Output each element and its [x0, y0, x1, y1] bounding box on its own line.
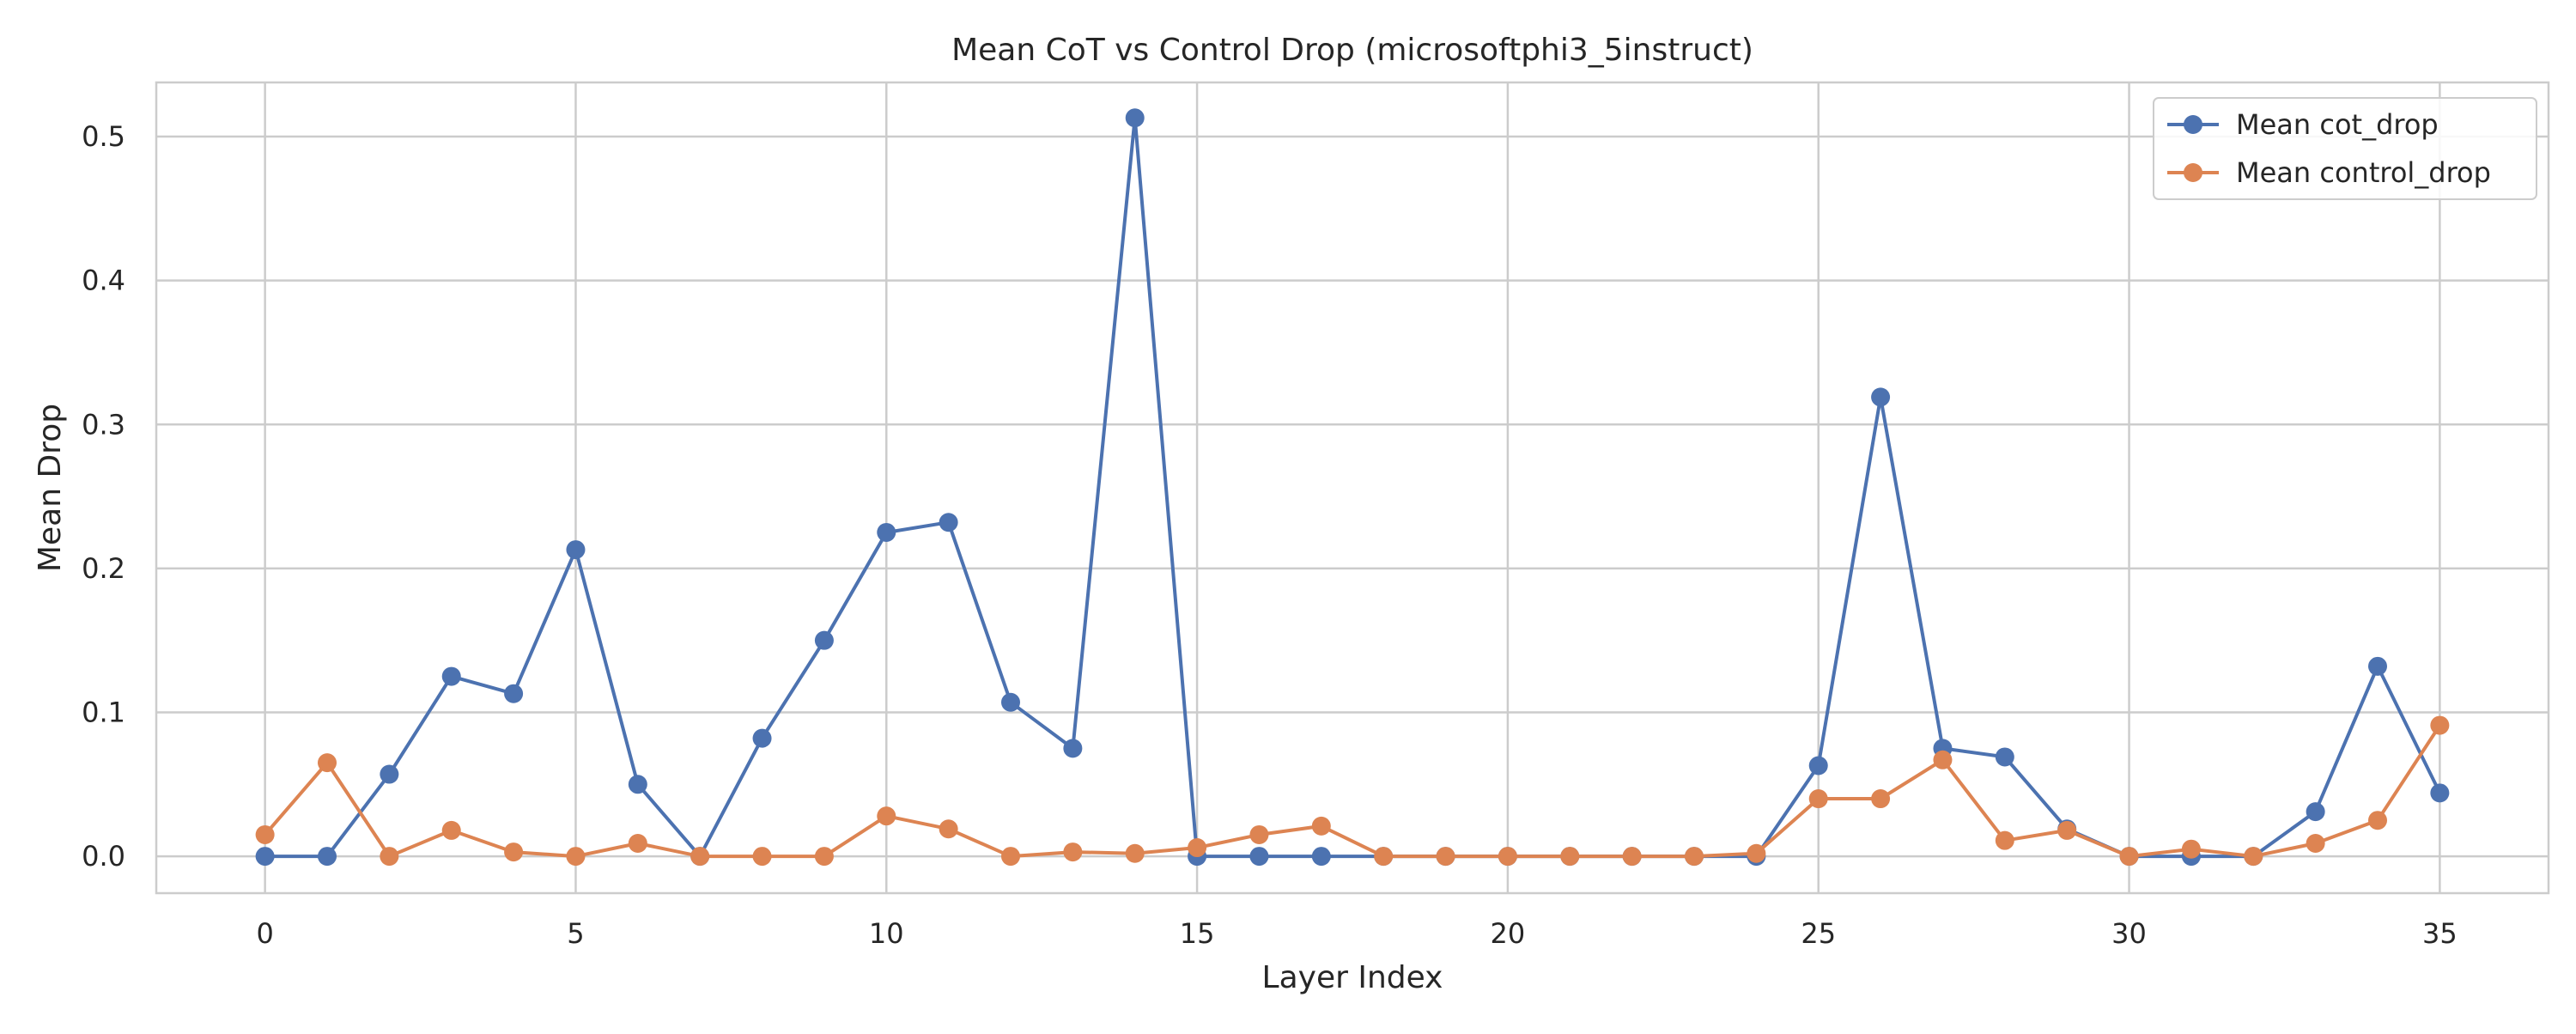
data-point: [752, 728, 772, 748]
data-point: [2368, 656, 2387, 676]
series-group: [255, 108, 2450, 867]
data-point: [1498, 847, 1517, 867]
data-point: [255, 824, 275, 844]
data-point: [380, 847, 399, 867]
series-2: [255, 715, 2450, 867]
data-point: [2057, 820, 2077, 840]
x-tick-labels: 0 5 10 15 20 25 30 35: [256, 917, 2457, 950]
data-point: [1001, 692, 1020, 712]
data-point: [441, 666, 461, 686]
data-point: [814, 847, 834, 867]
legend-items: Mean cot_drop Mean control_drop: [2167, 108, 2491, 189]
data-point: [566, 540, 586, 560]
data-point: [2306, 802, 2325, 822]
x-tick-label: 0: [256, 917, 273, 950]
plot-frame: [155, 81, 2550, 895]
data-point: [628, 775, 647, 794]
data-point: [2430, 715, 2450, 735]
y-tick-label: 0.4: [82, 265, 125, 297]
data-point: [752, 847, 772, 867]
legend-box: [2153, 97, 2537, 200]
data-point: [318, 753, 337, 773]
data-point: [1063, 739, 1083, 758]
data-point: [1995, 747, 2014, 767]
data-point: [1125, 843, 1145, 863]
data-point: [1808, 789, 1828, 809]
data-point: [1001, 847, 1020, 867]
data-point: [628, 834, 647, 854]
legend-marker: [2184, 115, 2202, 134]
y-tick-label: 0.1: [82, 696, 125, 728]
y-tick-label: 0.0: [82, 840, 125, 873]
data-point: [1311, 816, 1331, 836]
data-point: [1747, 843, 1766, 863]
x-tick-label: 15: [1180, 917, 1215, 950]
data-point: [2306, 834, 2325, 854]
y-tick-label: 0.2: [82, 552, 125, 585]
legend-item: Mean cot_drop: [2167, 108, 2439, 141]
data-point: [1871, 387, 1891, 407]
data-point: [380, 764, 399, 784]
data-point: [814, 630, 834, 650]
legend-label: Mean cot_drop: [2236, 108, 2439, 141]
data-point: [1125, 108, 1145, 128]
data-point: [939, 513, 958, 532]
legend-label: Mean control_drop: [2236, 156, 2491, 189]
data-point: [877, 806, 896, 826]
data-point: [877, 522, 896, 542]
data-point: [939, 819, 958, 839]
y-tick-label: 0.3: [82, 408, 125, 441]
y-axis-label: Mean Drop: [33, 404, 68, 572]
data-point: [2181, 839, 2201, 859]
data-point: [1933, 750, 1953, 769]
data-point: [1622, 847, 1642, 867]
x-axis-label: Layer Index: [1262, 960, 1443, 995]
data-point: [441, 820, 461, 840]
data-point: [1685, 847, 1704, 867]
data-point: [566, 847, 586, 867]
data-point: [2119, 847, 2139, 867]
data-point: [1995, 830, 2014, 850]
data-point: [1808, 756, 1828, 776]
x-tick-label: 25: [1801, 917, 1836, 950]
legend-item: Mean control_drop: [2167, 156, 2491, 189]
data-point: [504, 684, 524, 703]
data-point: [1188, 838, 1207, 858]
x-tick-label: 20: [1491, 917, 1526, 950]
data-point: [504, 842, 524, 862]
x-tick-label: 10: [869, 917, 904, 950]
x-tick-label: 5: [567, 917, 584, 950]
data-point: [1374, 847, 1394, 867]
data-point: [1436, 847, 1455, 867]
legend: Mean cot_drop Mean control_drop: [2153, 97, 2537, 200]
y-tick-label: 0.5: [82, 120, 125, 153]
x-tick-label: 35: [2422, 917, 2458, 950]
data-point: [2368, 811, 2387, 830]
data-point: [1063, 842, 1083, 862]
data-point: [1871, 789, 1891, 809]
data-point: [690, 847, 710, 867]
data-point: [255, 847, 275, 867]
x-tick-label: 30: [2111, 917, 2147, 950]
legend-marker: [2184, 163, 2202, 182]
data-point: [318, 847, 337, 867]
data-point: [1249, 847, 1269, 867]
series-line: [264, 724, 2442, 859]
data-point: [1249, 824, 1269, 844]
chart-title: Mean CoT vs Control Drop (microsoftphi3_…: [951, 33, 1753, 68]
y-tick-labels: 0.0 0.1 0.2 0.3 0.4 0.5: [82, 120, 125, 873]
data-point: [2430, 783, 2450, 803]
data-point: [2244, 847, 2263, 867]
data-point: [1311, 847, 1331, 867]
data-point: [1560, 847, 1580, 867]
